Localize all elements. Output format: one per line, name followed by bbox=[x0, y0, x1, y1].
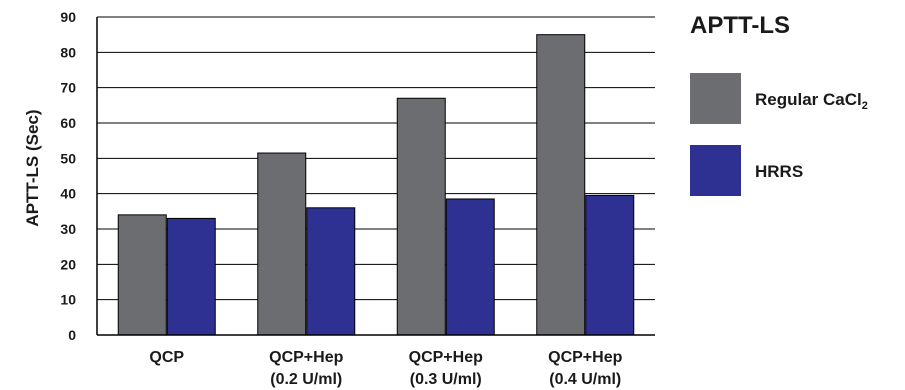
chart-title: APTT-LS bbox=[690, 12, 790, 39]
y-tick-label: 80 bbox=[60, 44, 76, 60]
bar bbox=[166, 217, 216, 336]
x-tick-labels: QCP QCP+Hep (0.2 U/ml) QCP+Hep (0.3 U/ml) QCP… bbox=[149, 349, 622, 388]
x-tick-label: QCP bbox=[149, 349, 184, 366]
legend-label: Regular CaCl2 bbox=[755, 90, 868, 112]
y-axis-label: APTT-LS (Sec) bbox=[23, 109, 42, 226]
y-tick-label: 50 bbox=[60, 150, 76, 166]
legend-label: HRRS bbox=[755, 162, 803, 181]
bar bbox=[445, 198, 495, 336]
y-tick-label: 0 bbox=[68, 327, 76, 343]
legend-swatch bbox=[690, 73, 741, 124]
bar bbox=[585, 194, 635, 336]
x-tick-label: (0.3 U/ml) bbox=[410, 371, 482, 388]
y-tick-label: 30 bbox=[60, 221, 76, 237]
legend: Regular CaCl2 HRRS bbox=[690, 73, 868, 196]
y-tick-label: 70 bbox=[60, 80, 76, 96]
x-tick-label: QCP+Hep bbox=[548, 349, 622, 366]
y-tick-label: 20 bbox=[60, 256, 76, 272]
bar bbox=[306, 207, 356, 336]
y-tick-label: 90 bbox=[60, 9, 76, 25]
x-tick-label: QCP+Hep bbox=[409, 349, 483, 366]
x-tick-label: (0.2 U/ml) bbox=[270, 371, 342, 388]
y-tick-label: 60 bbox=[60, 115, 76, 131]
x-tick-label: QCP+Hep bbox=[269, 349, 343, 366]
bar bbox=[536, 34, 586, 336]
x-tick-label: (0.4 U/ml) bbox=[549, 371, 621, 388]
y-tick-label: 40 bbox=[60, 186, 76, 202]
bar bbox=[257, 152, 307, 336]
y-tick-labels: 0 10 20 30 40 50 60 70 80 90 bbox=[60, 9, 76, 343]
axes bbox=[96, 17, 655, 336]
bars bbox=[117, 34, 635, 336]
bar bbox=[117, 214, 167, 336]
legend-label-subscript: 2 bbox=[862, 100, 868, 112]
legend-swatch bbox=[690, 145, 741, 196]
bar bbox=[396, 97, 446, 336]
y-tick-label: 10 bbox=[60, 292, 76, 308]
